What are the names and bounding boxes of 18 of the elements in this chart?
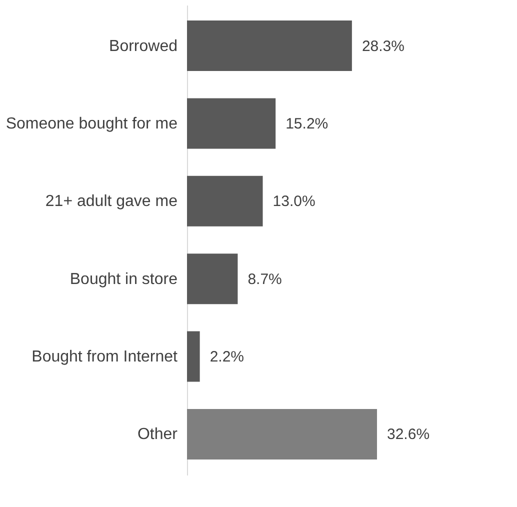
bar [187,331,200,382]
data-label: 15.2% [286,115,328,132]
y-tick-label: Borrowed [109,38,178,55]
bar [187,254,238,304]
bar [187,176,263,226]
bar [187,20,352,72]
y-tick-label: 21+ adult gave me [45,193,178,210]
data-label: 2.2% [210,348,244,366]
bar [187,98,276,149]
data-label: 8.7% [248,270,282,288]
y-tick-label: Other [137,426,178,444]
y-tick-label: Bought in store [70,270,178,288]
y-tick-label: Someone bought for me [6,115,178,132]
data-label: 13.0% [272,193,316,210]
y-tick-label: Bought from Internet [32,348,178,366]
data-label: 32.6% [387,426,430,444]
bar [187,408,377,460]
data-label: 28.3% [362,38,404,55]
